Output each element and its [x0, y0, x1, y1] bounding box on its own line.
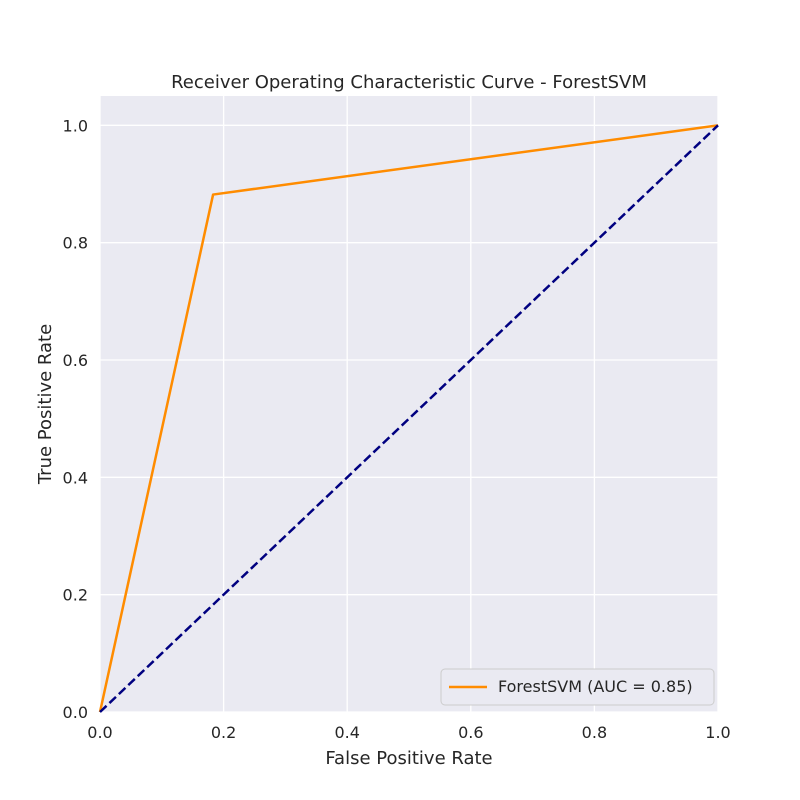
y-tick-label: 0.0: [63, 703, 88, 722]
legend-box: [440, 668, 715, 706]
y-tick-label: 1.0: [63, 116, 88, 135]
y-tick-label: 0.2: [63, 586, 88, 605]
chance-diagonal-line: [99, 124, 719, 713]
x-tick-label: 0.6: [458, 723, 483, 742]
x-tick-label: 0.0: [87, 723, 112, 742]
y-tick-label: 0.6: [63, 351, 88, 370]
series-layer: [98, 124, 719, 713]
roc-curve-line: [98, 124, 719, 713]
y-tick-label: 0.8: [63, 234, 88, 253]
x-axis-label: False Positive Rate: [325, 748, 492, 769]
plot-area: [100, 96, 718, 712]
legend: ForestSVM (AUC = 0.85): [440, 668, 715, 706]
chart-title: Receiver Operating Characteristic Curve …: [171, 72, 647, 93]
x-tick-label: 1.0: [705, 723, 730, 742]
tick-layer: 0.0 0.2 0.4 0.6 0.8 1.0 0.0 0.2 0.4 0.6 0.8 1.0: [63, 116, 731, 742]
x-tick-label: 0.8: [582, 723, 607, 742]
x-tick-label: 0.2: [211, 723, 236, 742]
legend-label: ForestSVM (AUC = 0.85): [498, 677, 693, 696]
y-axis-label: True Positive Rate: [35, 324, 56, 485]
x-tick-label: 0.4: [334, 723, 359, 742]
y-tick-label: 0.4: [63, 468, 88, 487]
